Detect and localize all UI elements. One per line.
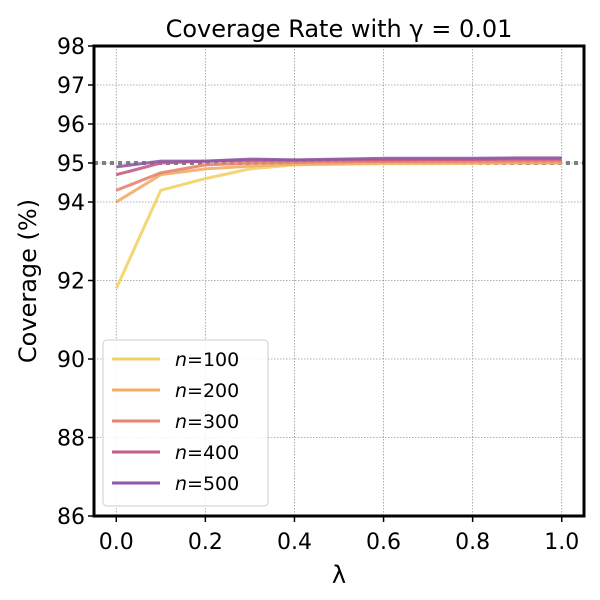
- legend-label: n=100: [175, 349, 239, 371]
- series-lines: [114, 156, 562, 290]
- chart-title: Coverage Rate with γ = 0.01: [166, 15, 513, 43]
- y-axis-title: Coverage (%): [14, 199, 42, 363]
- legend-label: n=200: [175, 380, 239, 402]
- y-axis-ticks: 86 88 90 92 94 95 96 97 98: [57, 35, 94, 530]
- legend: n=100 n=200 n=300 n=400 n=500: [102, 339, 269, 507]
- y-tick-label: 98: [57, 35, 85, 60]
- x-tick-label: 0.2: [188, 530, 223, 555]
- y-tick-label: 86: [57, 505, 85, 530]
- x-tick-label: 0.0: [99, 530, 134, 555]
- series-line-n-300: [115, 159, 562, 192]
- legend-label: n=500: [175, 473, 239, 495]
- y-tick-label: 92: [57, 270, 85, 295]
- y-tick-label: 90: [57, 348, 85, 373]
- y-tick-label: 88: [57, 427, 85, 452]
- legend-label: n=400: [175, 442, 239, 464]
- y-tick-label: 95: [57, 152, 85, 177]
- x-tick-label: 0.8: [455, 530, 490, 555]
- x-tick-label: 0.4: [277, 530, 312, 555]
- x-tick-label: 1.0: [544, 530, 579, 555]
- y-tick-label: 94: [57, 191, 85, 216]
- x-axis-title: λ: [332, 561, 346, 589]
- legend-label: n=300: [175, 411, 239, 433]
- series-line-n-100: [114, 161, 562, 290]
- series-line-n-200: [115, 161, 562, 204]
- y-tick-label: 97: [57, 74, 85, 99]
- x-axis-ticks: 0.0 0.2 0.4 0.6 0.8 1.0: [99, 516, 579, 555]
- x-tick-label: 0.6: [366, 530, 401, 555]
- series-line-n-500: [116, 156, 562, 169]
- y-tick-label: 96: [57, 113, 85, 138]
- legend-box: [102, 339, 269, 507]
